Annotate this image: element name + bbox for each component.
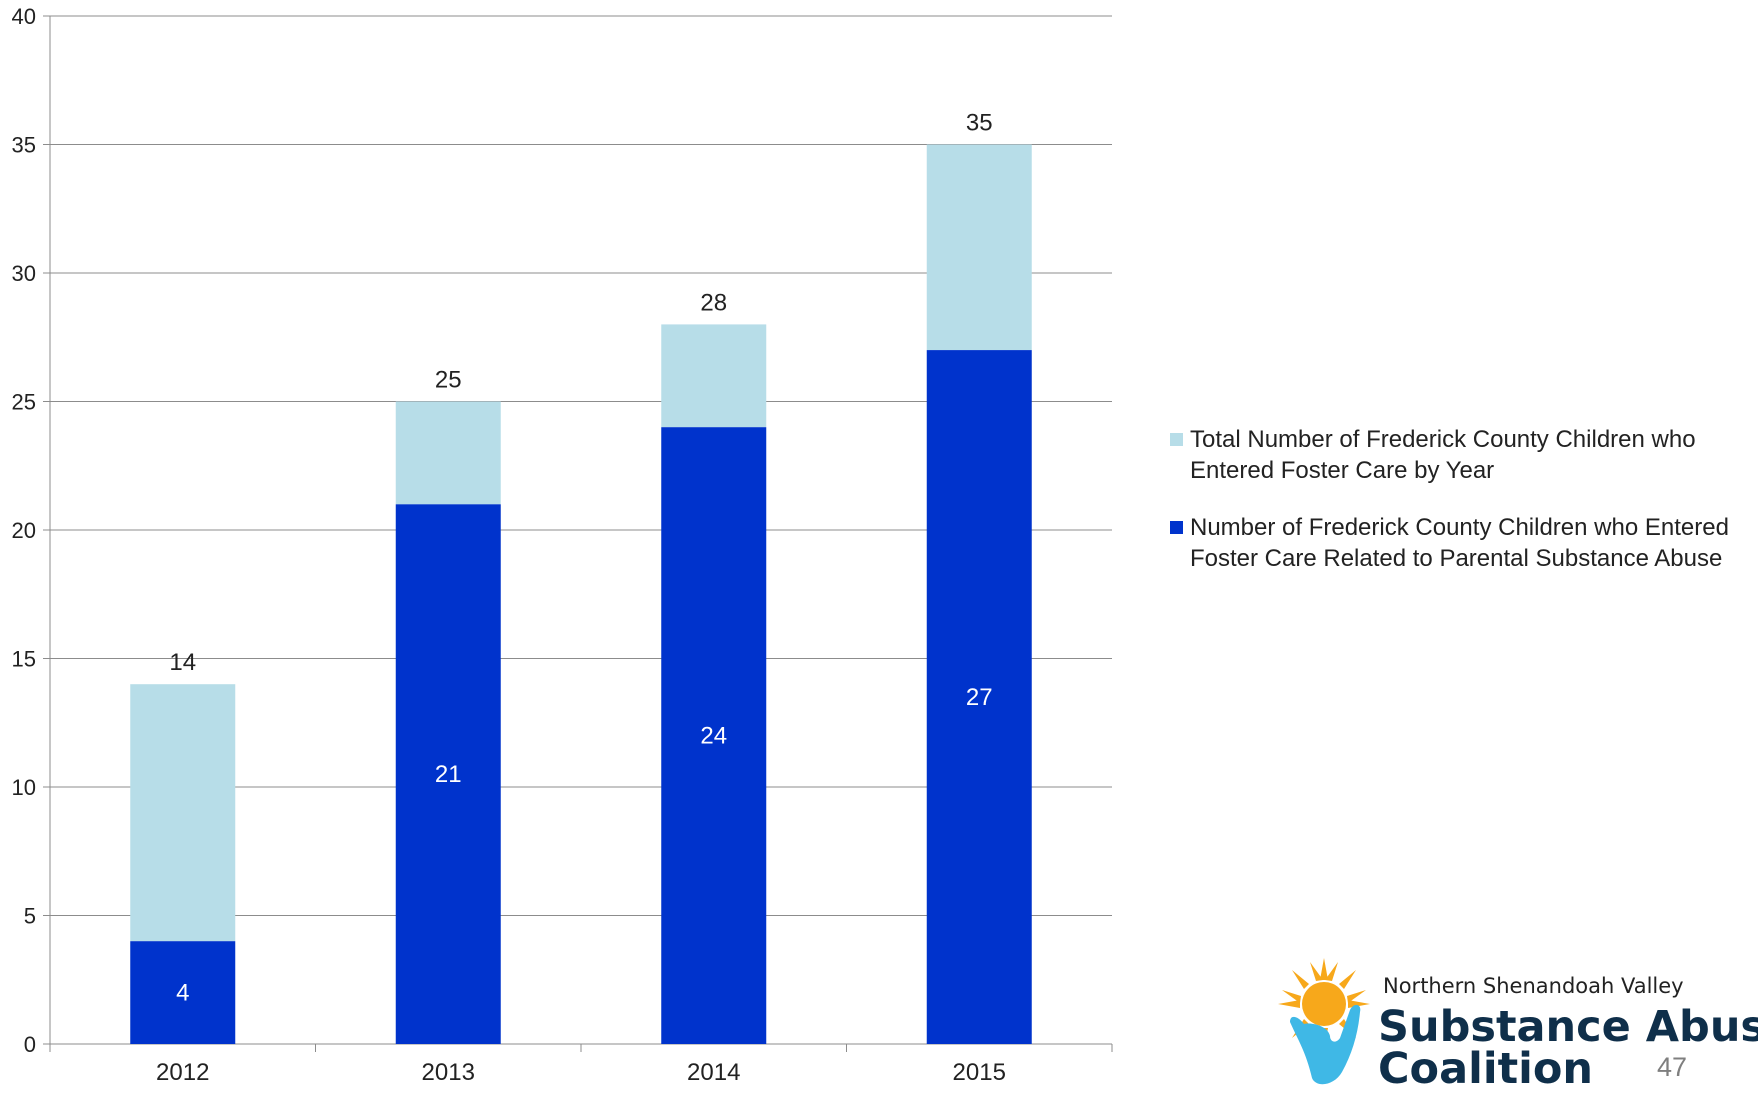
legend-label-substance-abuse: Number of Frederick County Children who … <box>1190 514 1729 572</box>
x-tick-label-2013: 2013 <box>422 1059 475 1086</box>
data-label-total-2015: 35 <box>966 110 993 137</box>
sun-hand-logo-icon <box>1278 958 1370 1085</box>
y-tick-label: 40 <box>12 4 36 29</box>
y-tick-label: 20 <box>12 518 36 543</box>
logo-title-line-2: Coalition <box>1378 1044 1594 1094</box>
bar-substance-abuse-2015 <box>926 350 1032 1045</box>
data-label-substance-abuse-2014: 24 <box>700 723 727 750</box>
bar-substance-abuse-2013 <box>395 504 501 1044</box>
y-tick-label: 0 <box>24 1032 36 1057</box>
y-tick-label: 30 <box>12 261 36 286</box>
logo-title-line-1: Substance Abuse <box>1378 1002 1758 1052</box>
x-tick-label-2014: 2014 <box>687 1059 740 1086</box>
x-tick-label-2012: 2012 <box>156 1059 209 1086</box>
bar-total-2013 <box>395 401 501 505</box>
bar-total-2015 <box>926 144 1032 351</box>
legend-item-substance-abuse: Number of Frederick County Children who … <box>1170 512 1750 574</box>
data-label-substance-abuse-2012: 4 <box>176 980 189 1007</box>
bar-total-2014 <box>661 324 767 428</box>
chart-legend: Total Number of Frederick County Childre… <box>1170 424 1750 600</box>
bar-total-2012 <box>130 684 236 942</box>
legend-label-total: Total Number of Frederick County Childre… <box>1190 426 1696 484</box>
bar-substance-abuse-2012 <box>130 941 236 1044</box>
y-tick-label: 15 <box>12 647 36 672</box>
y-tick-label: 35 <box>12 133 36 158</box>
data-label-substance-abuse-2015: 27 <box>966 684 993 711</box>
y-tick-label: 25 <box>12 390 36 415</box>
y-tick-label: 10 <box>12 775 36 800</box>
data-label-total-2012: 14 <box>169 649 196 676</box>
y-tick-label: 5 <box>24 904 36 929</box>
legend-item-total: Total Number of Frederick County Childre… <box>1170 424 1750 486</box>
bar-substance-abuse-2014 <box>661 427 767 1044</box>
coalition-logo: Northern Shenandoah Valley Substance Abu… <box>1276 952 1758 1094</box>
data-label-substance-abuse-2013: 21 <box>435 761 462 788</box>
page-number: 47 <box>1657 1052 1688 1082</box>
legend-swatch-total <box>1170 433 1183 446</box>
data-label-total-2014: 28 <box>700 289 727 316</box>
data-label-total-2013: 25 <box>435 367 462 394</box>
legend-swatch-substance-abuse <box>1170 521 1183 534</box>
x-tick-label-2015: 2015 <box>953 1059 1006 1086</box>
logo-subtitle: Northern Shenandoah Valley <box>1383 974 1684 998</box>
